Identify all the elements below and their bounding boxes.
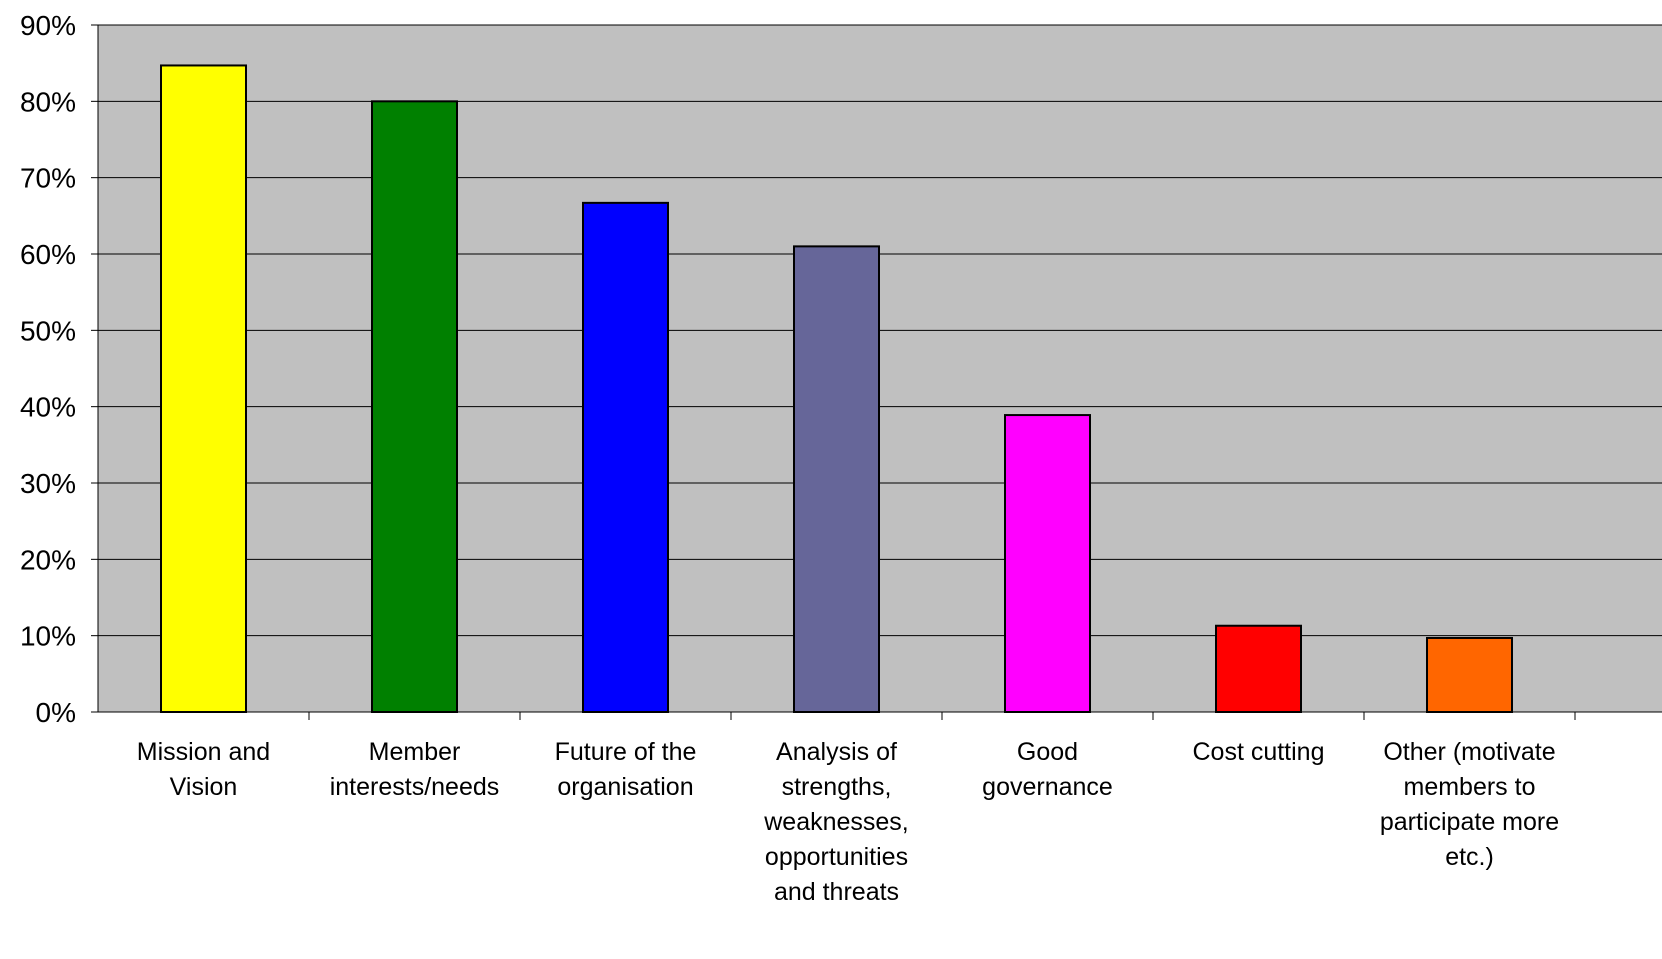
y-tick-label: 80%: [20, 86, 76, 117]
axes: [91, 24, 1662, 720]
bar: [1426, 636, 1513, 713]
x-category-label: Member interests/needs: [330, 738, 500, 801]
y-tick-label: 40%: [20, 392, 76, 423]
y-tick-label: 90%: [20, 10, 76, 41]
x-category-label: Analysis of strengths, weaknesses, opportun…: [763, 738, 909, 906]
x-category-label: Good governance: [982, 738, 1113, 801]
x-category-label: Mission and Vision: [137, 738, 270, 801]
y-tick-label: 50%: [20, 315, 76, 346]
bar: [371, 100, 458, 714]
x-category-labels: Mission and Vision Member interests/needs Fu…: [137, 738, 1559, 906]
y-tick-label: 30%: [20, 468, 76, 499]
bar: [1004, 414, 1091, 713]
bar: [1215, 624, 1302, 714]
bar: [582, 201, 669, 714]
y-tick-label: 60%: [20, 239, 76, 270]
bar: [793, 245, 880, 713]
x-category-label: Cost cutting: [1192, 738, 1324, 766]
x-category-label: Other (motivate members to participate mor…: [1380, 738, 1559, 871]
y-tick-label: 0%: [36, 697, 76, 728]
bar: [160, 64, 247, 713]
y-tick-label: 70%: [20, 163, 76, 194]
bars: [160, 64, 1513, 714]
y-tick-label: 20%: [20, 544, 76, 575]
y-tick-label: 10%: [20, 621, 76, 652]
y-tick-labels: 0% 10% 20% 30% 40% 50% 60% 70% 80% 90%: [20, 10, 76, 728]
x-category-label: Future of the organisation: [555, 738, 697, 801]
